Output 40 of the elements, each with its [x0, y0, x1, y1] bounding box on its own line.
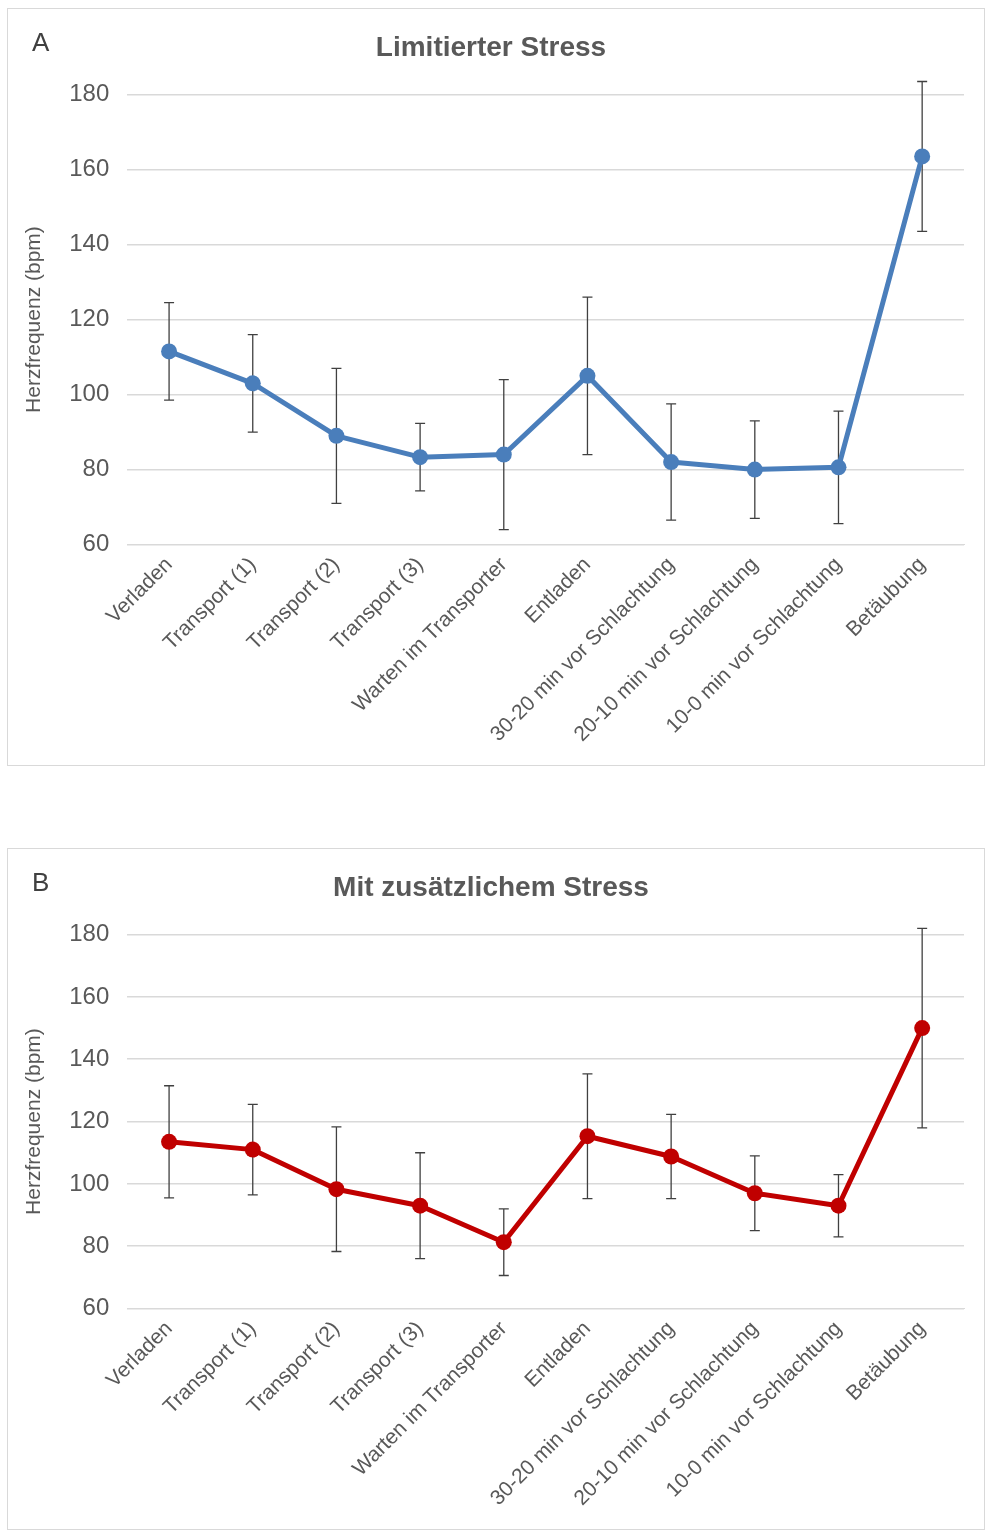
point	[579, 367, 596, 384]
point	[412, 1197, 429, 1214]
point	[746, 461, 763, 478]
point	[663, 1148, 680, 1165]
y-axis-title: Herzfrequenz (bpm)	[21, 1028, 45, 1215]
y-tick-label: 100	[69, 1168, 110, 1196]
text: A	[32, 27, 50, 58]
point	[579, 1128, 596, 1145]
point	[914, 1020, 931, 1037]
y-tick-label: 60	[82, 1293, 110, 1321]
y-tick-label: 160	[69, 981, 110, 1009]
y-tick-label: 100	[69, 379, 110, 407]
point	[161, 343, 178, 360]
y-tick-label: 120	[69, 1106, 110, 1134]
point	[495, 446, 512, 463]
point	[830, 1197, 847, 1214]
point	[244, 375, 261, 392]
point	[746, 1185, 763, 1202]
point	[914, 148, 931, 165]
chart-title: Limitierter Stress	[375, 30, 607, 62]
point	[830, 459, 847, 476]
text: B	[32, 867, 50, 898]
point	[161, 1133, 178, 1150]
point	[495, 1234, 512, 1251]
y-tick-label: 160	[69, 154, 110, 182]
y-tick-label: 80	[82, 1230, 110, 1258]
y-tick-label: 60	[82, 529, 110, 557]
y-tick-label: 140	[69, 229, 110, 257]
y-tick-label: 180	[69, 79, 110, 107]
chart-title: Mit zusätzlichem Stress	[333, 870, 649, 902]
point	[412, 449, 429, 466]
y-tick-label: 80	[82, 454, 110, 482]
y-axis-title: Herzfrequenz (bpm)	[21, 226, 45, 413]
point	[328, 427, 345, 444]
y-tick-label: 180	[69, 919, 110, 947]
y-tick-label: 120	[69, 304, 110, 332]
y-tick-label: 140	[69, 1043, 110, 1071]
point	[244, 1141, 261, 1158]
point	[663, 454, 680, 471]
point	[328, 1181, 345, 1198]
